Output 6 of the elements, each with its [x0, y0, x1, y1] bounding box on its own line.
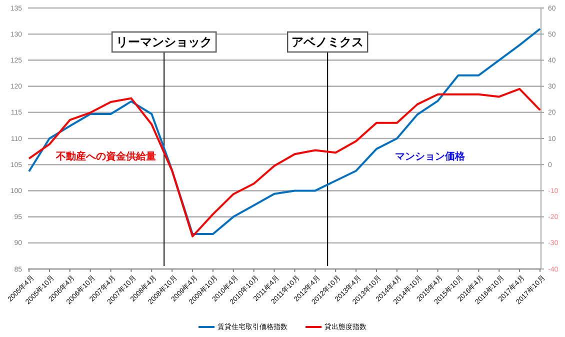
- ref-line-label: アベノミクス: [292, 35, 364, 49]
- annotation: マンション価格: [395, 150, 466, 163]
- annotation: 不動産への資金供給量: [55, 150, 156, 163]
- ref-line-label: リーマンショック: [116, 35, 212, 49]
- line-series: [28, 88, 541, 238]
- line-series: [28, 28, 541, 236]
